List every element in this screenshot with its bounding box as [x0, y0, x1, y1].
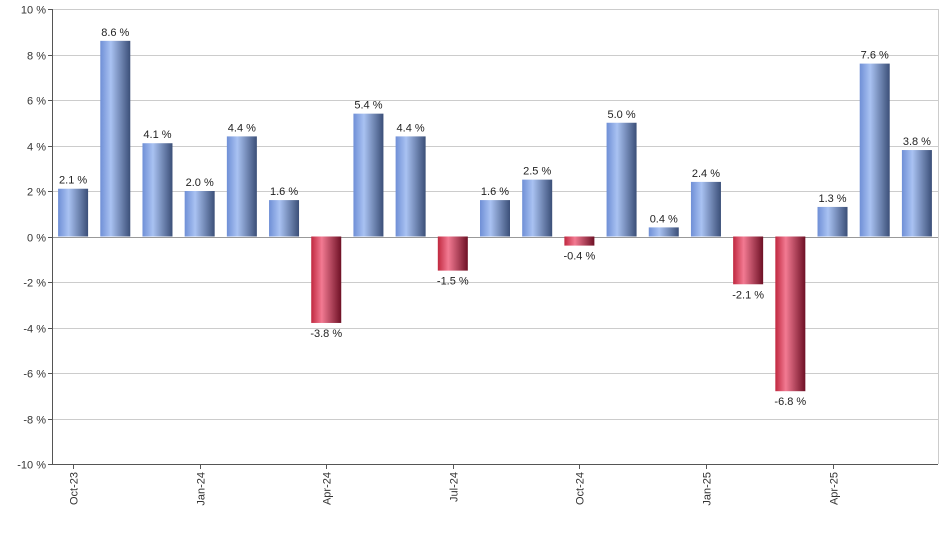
- bars: [58, 40, 932, 392]
- bar: [859, 63, 890, 237]
- data-label: 4.4 %: [397, 122, 425, 134]
- y-tick-label: 8 %: [27, 51, 46, 63]
- bar: [648, 227, 679, 237]
- data-label: -6.8 %: [774, 396, 806, 408]
- x-tick-label: Jul-24: [449, 472, 461, 502]
- data-label: -1.5 %: [437, 276, 469, 288]
- data-label: 2.0 %: [186, 177, 214, 189]
- y-tick-label: -10 %: [17, 460, 46, 472]
- y-tick-label: -8 %: [23, 415, 46, 427]
- bar: [775, 236, 806, 392]
- x-tick-label: Jan-25: [702, 472, 714, 506]
- data-label: 2.1 %: [59, 175, 87, 187]
- bar: [564, 236, 595, 246]
- y-tick-label: -4 %: [23, 324, 46, 336]
- data-label: -3.8 %: [310, 328, 342, 340]
- bar: [184, 191, 215, 237]
- x-tick-label: Apr-24: [322, 472, 334, 505]
- data-label: 1.6 %: [481, 186, 509, 198]
- data-label: 5.0 %: [608, 109, 636, 121]
- data-label: 2.5 %: [523, 166, 551, 178]
- bar: [142, 143, 173, 237]
- data-label: 0.4 %: [650, 213, 678, 225]
- bar: [606, 122, 637, 237]
- y-tick-label: 0 %: [27, 233, 46, 245]
- bar: [353, 113, 384, 237]
- data-label: -0.4 %: [563, 251, 595, 263]
- bar: [437, 236, 468, 271]
- data-label: 4.4 %: [228, 122, 256, 134]
- data-label: 5.4 %: [354, 100, 382, 112]
- bar: [480, 200, 510, 237]
- y-tick-label: 6 %: [27, 96, 46, 108]
- bar: [311, 236, 342, 323]
- data-labels: 2.1 % 8.6 % 4.1 % 2.0 % 4.4 % 1.6 % -3.8 % 5.4 …: [59, 27, 931, 408]
- bar: [733, 236, 764, 285]
- data-label: 2.4 %: [692, 168, 720, 180]
- gridlines: [52, 9, 939, 465]
- y-tick-label: 4 %: [27, 142, 46, 154]
- bar: [395, 136, 426, 237]
- y-tick-label: 2 %: [27, 187, 46, 199]
- x-tick-label: Apr-25: [829, 472, 841, 505]
- bar: [901, 150, 932, 237]
- y-tick-label: -2 %: [23, 278, 46, 290]
- bar: [522, 179, 553, 237]
- data-label: -2.1 %: [732, 289, 764, 301]
- data-label: 1.3 %: [818, 193, 846, 205]
- bar: [690, 181, 721, 237]
- bar: [817, 206, 848, 237]
- data-label: 1.6 %: [270, 186, 298, 198]
- x-tick-label: Oct-24: [575, 472, 587, 505]
- bar: [100, 40, 131, 237]
- bar: [58, 188, 89, 237]
- y-tick-label: 10 %: [21, 5, 46, 17]
- bar: [226, 136, 257, 237]
- data-label: 3.8 %: [903, 136, 931, 148]
- bar: [269, 200, 300, 237]
- x-tick-label: Jan-24: [196, 472, 208, 506]
- data-label: 8.6 %: [101, 27, 129, 39]
- x-tick-label: Oct-23: [69, 472, 81, 505]
- data-label: 4.1 %: [143, 129, 171, 141]
- y-tick-label: -6 %: [23, 369, 46, 381]
- data-label: 7.6 %: [861, 50, 889, 62]
- axes: -10 % -8 % -6 % -4 % -2 % 0 % 2 % 4 % 6 % 8 % 10 %…: [17, 5, 938, 506]
